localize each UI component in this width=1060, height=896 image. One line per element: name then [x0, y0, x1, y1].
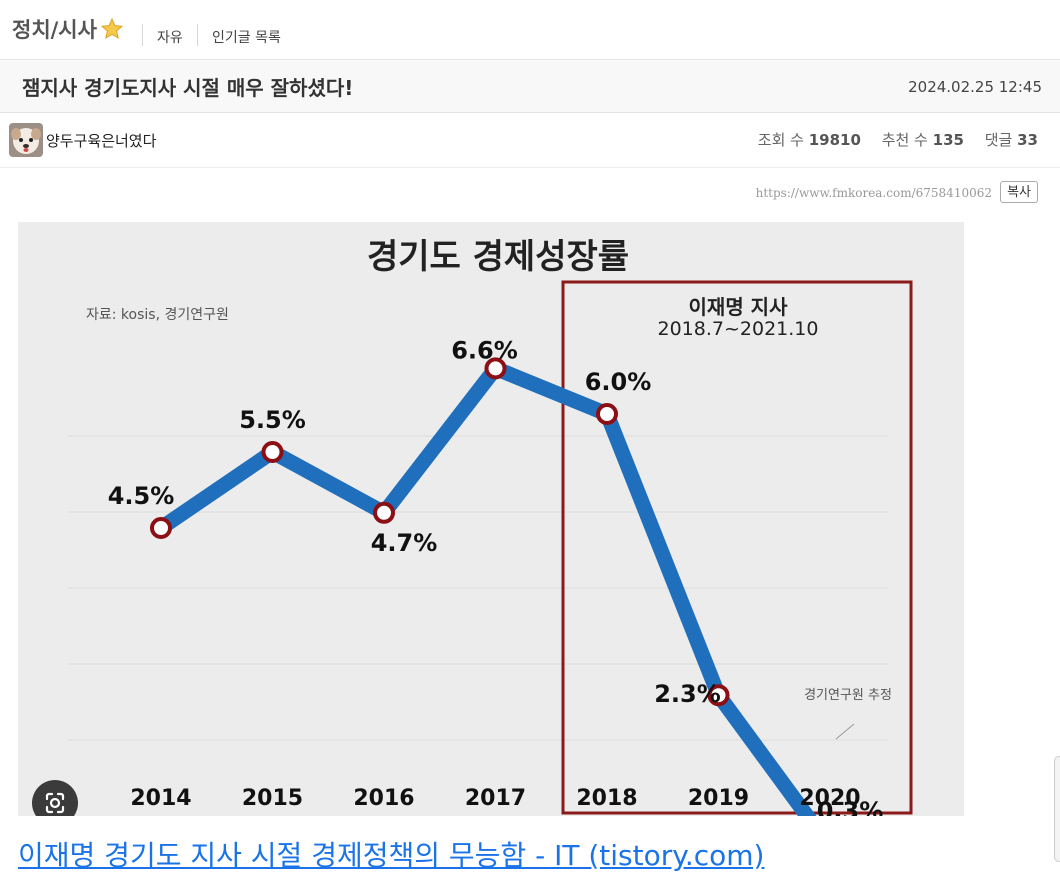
x-tick-2016: 2016: [353, 786, 414, 811]
data-point-2014: [150, 517, 172, 539]
value-label-2014: 4.5%: [108, 482, 175, 510]
chart-value-labels: 4.5% 5.5% 4.7% 6.6% 6.0% 2.3% 0.3%: [108, 336, 884, 816]
post-title-bar: 잼지사 경기도지사 시절 매우 잘하셨다! 2024.02.25 12:45: [0, 61, 1060, 113]
camera-search-icon: [45, 792, 65, 814]
x-tick-2017: 2017: [465, 786, 526, 811]
highlight-box-title: 이재명 지사: [689, 295, 789, 319]
divider: [197, 24, 198, 46]
board-header: 정치/시사 자유 인기글 목록: [0, 0, 1060, 60]
source-link[interactable]: 이재명 경기도 지사 시절 경제정책의 무능함 - IT (tistory.co…: [18, 839, 765, 872]
data-point-2016: [373, 501, 395, 524]
value-label-2019: 2.3%: [654, 680, 721, 708]
author-name[interactable]: 양두구육은너였다: [46, 132, 157, 150]
chart-annotation: 경기연구원 추정: [804, 688, 892, 703]
data-point-2018: [596, 403, 618, 425]
post-title: 잼지사 경기도지사 시절 매우 잘하셨다!: [22, 76, 354, 100]
value-label-2020: 0.3%: [817, 797, 884, 816]
highlight-box: [561, 280, 913, 815]
chart-title: 경기도 경제성장률: [367, 237, 629, 277]
x-tick-2018: 2018: [576, 786, 637, 811]
data-point-2019: [707, 684, 730, 707]
growth-chart[interactable]: 경기도 경제성장률 자료: kosis, 경기연구원 이재명 지사 2018.7…: [18, 222, 964, 816]
value-label-2017: 6.6%: [451, 336, 518, 364]
data-point-2017: [484, 357, 507, 380]
lens-search-button[interactable]: [32, 780, 78, 816]
x-tick-2014: 2014: [130, 786, 191, 811]
views-stat: 조회 수 19810: [757, 131, 861, 149]
value-label-2015: 5.5%: [239, 406, 306, 434]
chart-x-ticks: 2014 2015 2016 2017 2018 2019 2020: [130, 786, 860, 811]
x-tick-2015: 2015: [242, 786, 303, 811]
copy-url-button[interactable]: 복사: [1000, 181, 1038, 203]
x-tick-2019: 2019: [688, 786, 749, 811]
post-stats: 조회 수 19810 추천 수 135 댓글 33: [742, 129, 1038, 150]
chart-gridlines: [68, 435, 888, 741]
post-url: https://www.fmkorea.com/6758410062: [755, 186, 992, 200]
post-date: 2024.02.25 12:45: [908, 78, 1042, 96]
data-point-2015: [261, 441, 284, 463]
board-name[interactable]: 정치/시사: [12, 18, 97, 42]
chart-canvas: 경기도 경제성장률 자료: kosis, 경기연구원 이재명 지사 2018.7…: [68, 237, 913, 816]
value-label-2018: 6.0%: [585, 368, 652, 396]
post-meta-bar: 양두구육은너였다 조회 수 19810 추천 수 135 댓글 33: [0, 114, 1060, 168]
comments-stat: 댓글 33: [984, 131, 1038, 149]
highlight-box-period: 2018.7~2021.10: [658, 318, 819, 340]
value-label-2016: 4.7%: [371, 529, 438, 557]
star-icon[interactable]: [100, 17, 124, 41]
annotation-leader: [835, 723, 855, 740]
x-tick-2020: 2020: [799, 786, 860, 811]
scroll-handle[interactable]: [1054, 756, 1060, 862]
avatar[interactable]: [9, 123, 43, 157]
link-popular-list[interactable]: 인기글 목록: [212, 30, 281, 46]
chart-source-note: 자료: kosis, 경기연구원: [86, 307, 229, 323]
divider: [142, 24, 143, 46]
recommend-stat: 추천 수 135: [881, 131, 964, 149]
chart-markers: [150, 357, 730, 707]
link-free-board[interactable]: 자유: [157, 30, 183, 46]
